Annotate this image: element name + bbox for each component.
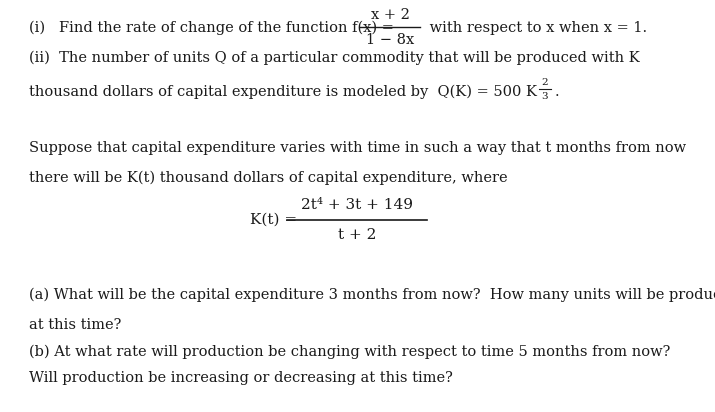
Text: at this time?: at this time? — [29, 318, 121, 332]
Text: 1 − 8x: 1 − 8x — [366, 33, 414, 47]
Text: (i)   Find the rate of change of the function f(x) =: (i) Find the rate of change of the funct… — [29, 21, 398, 35]
Text: 2: 2 — [542, 77, 548, 87]
Text: x + 2: x + 2 — [370, 8, 410, 22]
Text: there will be K(t) thousand dollars of capital expenditure, where: there will be K(t) thousand dollars of c… — [29, 171, 507, 185]
Text: with respect to x when x = 1.: with respect to x when x = 1. — [425, 21, 647, 35]
Text: thousand dollars of capital expenditure is modeled by  Q(K) = 500 K: thousand dollars of capital expenditure … — [29, 85, 536, 99]
Text: t + 2: t + 2 — [337, 228, 376, 242]
Text: (a) What will be the capital expenditure 3 months from now?  How many units will: (a) What will be the capital expenditure… — [29, 288, 715, 302]
Text: 2t⁴ + 3t + 149: 2t⁴ + 3t + 149 — [301, 198, 413, 212]
Text: 3: 3 — [542, 91, 548, 101]
Text: (b) At what rate will production be changing with respect to time 5 months from : (b) At what rate will production be chan… — [29, 345, 670, 359]
Text: .: . — [555, 85, 560, 99]
Text: K(t) =: K(t) = — [250, 213, 302, 227]
Text: Suppose that capital expenditure varies with time in such a way that t months fr: Suppose that capital expenditure varies … — [29, 141, 686, 155]
Text: (ii)  The number of units Q of a particular commodity that will be produced with: (ii) The number of units Q of a particul… — [29, 51, 639, 65]
Text: Will production be increasing or decreasing at this time?: Will production be increasing or decreas… — [29, 371, 453, 385]
